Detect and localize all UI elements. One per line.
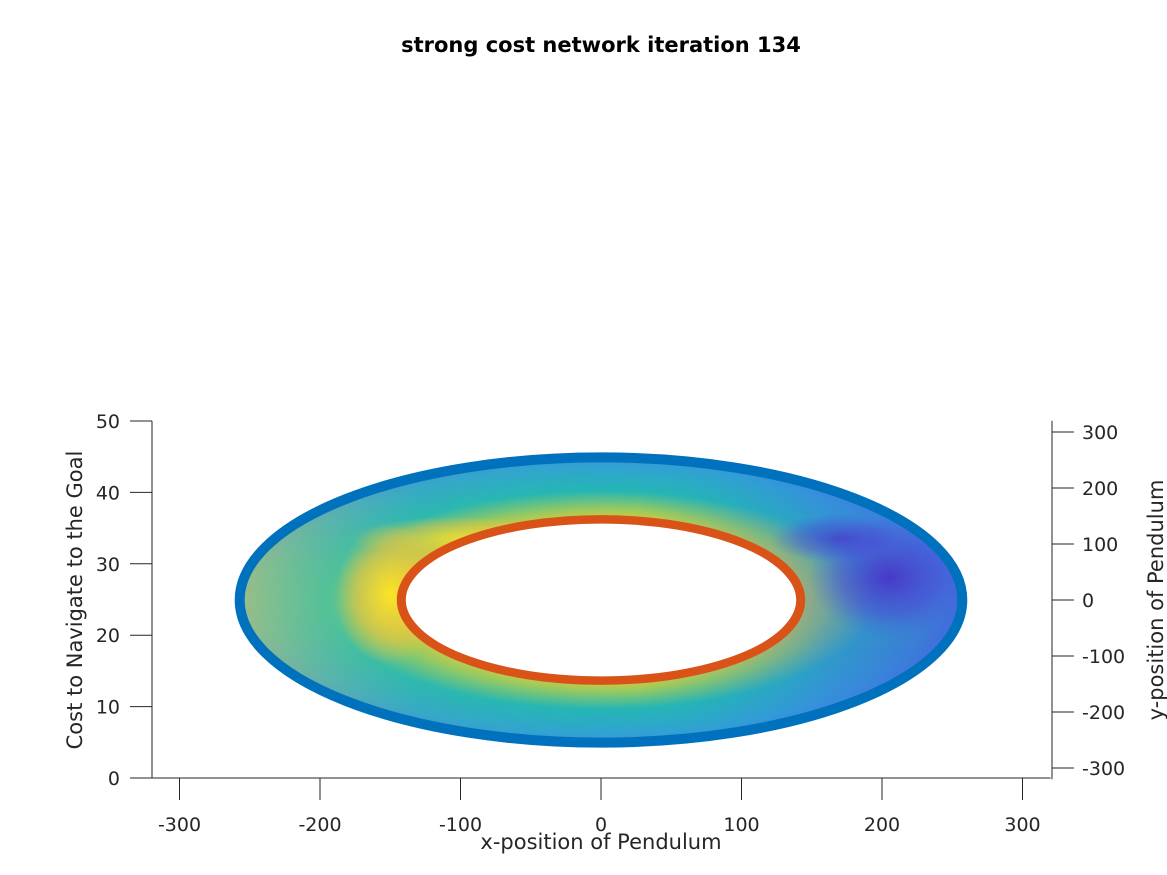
x-tick-label: 200 bbox=[864, 814, 900, 836]
y-tick-label: -300 bbox=[1082, 758, 1125, 780]
z-tick-label: 40 bbox=[96, 482, 120, 504]
y-axis-label: y-position of Pendulum bbox=[1144, 480, 1167, 721]
chart-title: strong cost network iteration 134 bbox=[401, 33, 801, 57]
y-tick-label: -200 bbox=[1082, 702, 1125, 724]
inner-boundary bbox=[396, 515, 806, 685]
low-cost-region-upper bbox=[769, 513, 910, 564]
y-tick-label: 200 bbox=[1082, 478, 1118, 500]
y-tick-label: 0 bbox=[1082, 590, 1094, 612]
y-tick-label: 100 bbox=[1082, 534, 1118, 556]
y-tick-label: -100 bbox=[1082, 646, 1125, 668]
z-tick-label: 10 bbox=[96, 697, 120, 719]
z-tick-label: 20 bbox=[96, 625, 120, 647]
inner-hole bbox=[406, 523, 796, 677]
z-tick-label: 30 bbox=[96, 554, 120, 576]
z-tick-label: 0 bbox=[108, 768, 120, 790]
x-tick-label: -300 bbox=[158, 814, 201, 836]
y-tick-label: 300 bbox=[1082, 422, 1118, 444]
x-tick-label: 300 bbox=[1004, 814, 1040, 836]
x-tick-label: -100 bbox=[439, 814, 482, 836]
x-tick-label: 0 bbox=[595, 814, 607, 836]
x-axis-label: x-position of Pendulum bbox=[480, 830, 721, 854]
outer-boundary bbox=[234, 452, 968, 748]
x-tick-label: -200 bbox=[298, 814, 341, 836]
x-tick-label: 100 bbox=[723, 814, 759, 836]
cost-surface bbox=[234, 452, 968, 748]
z-tick-label: 50 bbox=[96, 411, 120, 433]
axes: -300 -200 -100 0 100 200 300 0 10 20 30 40 50 300 200 1… bbox=[96, 411, 1125, 836]
z-axis-label: Cost to Navigate to the Goal bbox=[63, 451, 87, 750]
